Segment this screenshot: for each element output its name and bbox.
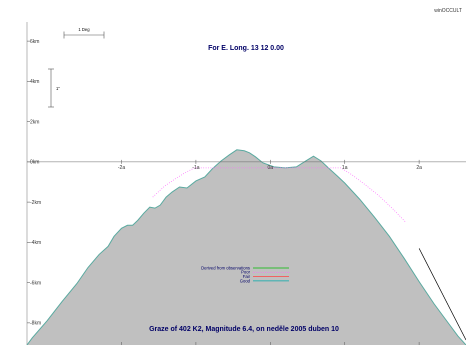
x-tick-label-2: 0a xyxy=(268,165,274,171)
vertical-scale-bar: 1" xyxy=(48,68,60,108)
y-tick-label-4: -2km xyxy=(30,200,41,206)
watermark: winOCCULT xyxy=(434,8,462,14)
y-tick-label-3: 0km xyxy=(30,160,39,166)
series-line-0 xyxy=(26,149,466,345)
vertical-scale-label: 1" xyxy=(56,86,60,91)
legend-label-0: Derived from observations xyxy=(201,265,250,270)
x-tick-label-3: 1a xyxy=(342,165,348,171)
y-tick-label-2: 2km xyxy=(30,119,39,125)
x-tick-label-4: 2a xyxy=(416,165,422,171)
axis-layer: -2a -1a 0a 1a 2a 6km 4km 2km 0km -2km -4km -6km -8km xyxy=(27,39,466,345)
x-tick-label-0: -2a xyxy=(118,165,125,171)
y-tick-label-7: -8km xyxy=(30,321,41,327)
series-layer xyxy=(26,149,466,345)
y-tick-label-5: -4km xyxy=(30,240,41,246)
legend-label-3: Good xyxy=(240,278,251,283)
x-tick-label-1: -1a xyxy=(192,165,199,171)
legend-label-1: Poor xyxy=(241,270,250,275)
legend-label-2: Fair xyxy=(243,274,251,279)
series-line-2 xyxy=(152,167,407,223)
chart-title: For E. Long. 13 12 0.00 xyxy=(208,45,284,52)
graze-footer: Graze of 402 K2, Magnitude 6.4, on neděl… xyxy=(149,326,339,333)
series-line-5 xyxy=(418,248,466,341)
profile-area xyxy=(27,149,466,345)
y-tick-label-6: -6km xyxy=(30,280,41,286)
horizontal-scale-label: 1 Deg xyxy=(78,27,90,32)
horizontal-scale-bar: 1 Deg xyxy=(63,27,105,39)
y-tick-label-0: 6km xyxy=(30,39,39,45)
y-tick-label-1: 4km xyxy=(30,79,39,85)
